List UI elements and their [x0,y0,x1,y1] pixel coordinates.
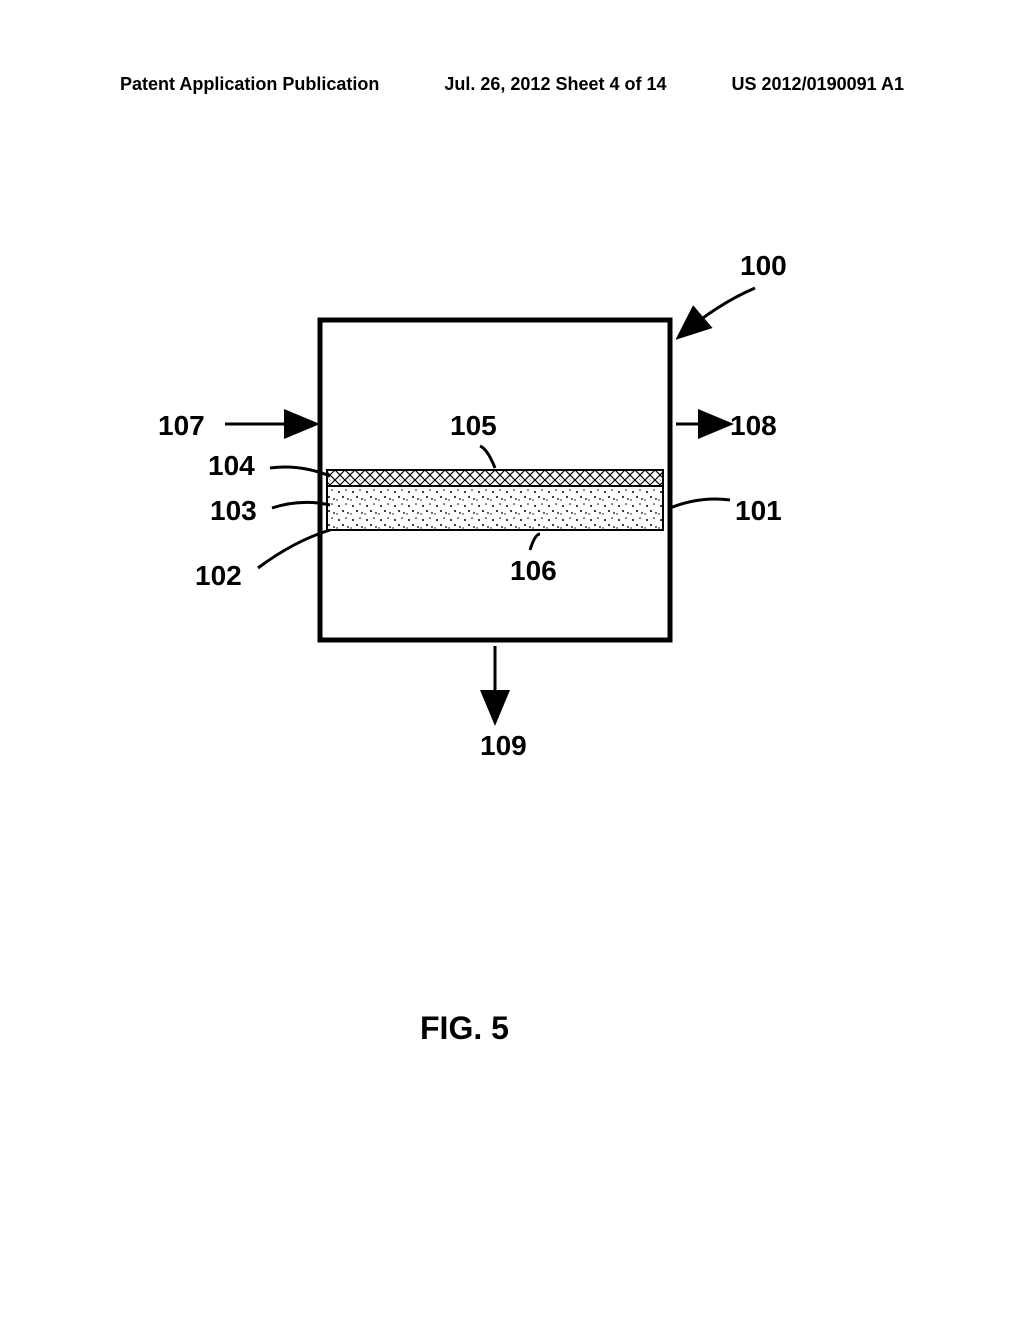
label-104: 104 [208,450,255,482]
label-102: 102 [195,560,242,592]
label-101: 101 [735,495,782,527]
figure-caption: FIG. 5 [420,1010,509,1047]
hatch-layer [327,470,663,486]
label-103: 103 [210,495,257,527]
header-right: US 2012/0190091 A1 [732,74,904,95]
label-105: 105 [450,410,497,442]
header-center: Jul. 26, 2012 Sheet 4 of 14 [444,74,666,95]
figure-container: 100 107 104 103 102 105 108 101 106 109 … [0,250,1024,1320]
label-107: 107 [158,410,205,442]
page-header: Patent Application Publication Jul. 26, … [0,74,1024,95]
label-109: 109 [480,730,527,762]
label-108: 108 [730,410,777,442]
dots-layer [327,486,663,530]
label-100: 100 [740,250,787,282]
header-left: Patent Application Publication [120,74,379,95]
label-106: 106 [510,555,557,587]
